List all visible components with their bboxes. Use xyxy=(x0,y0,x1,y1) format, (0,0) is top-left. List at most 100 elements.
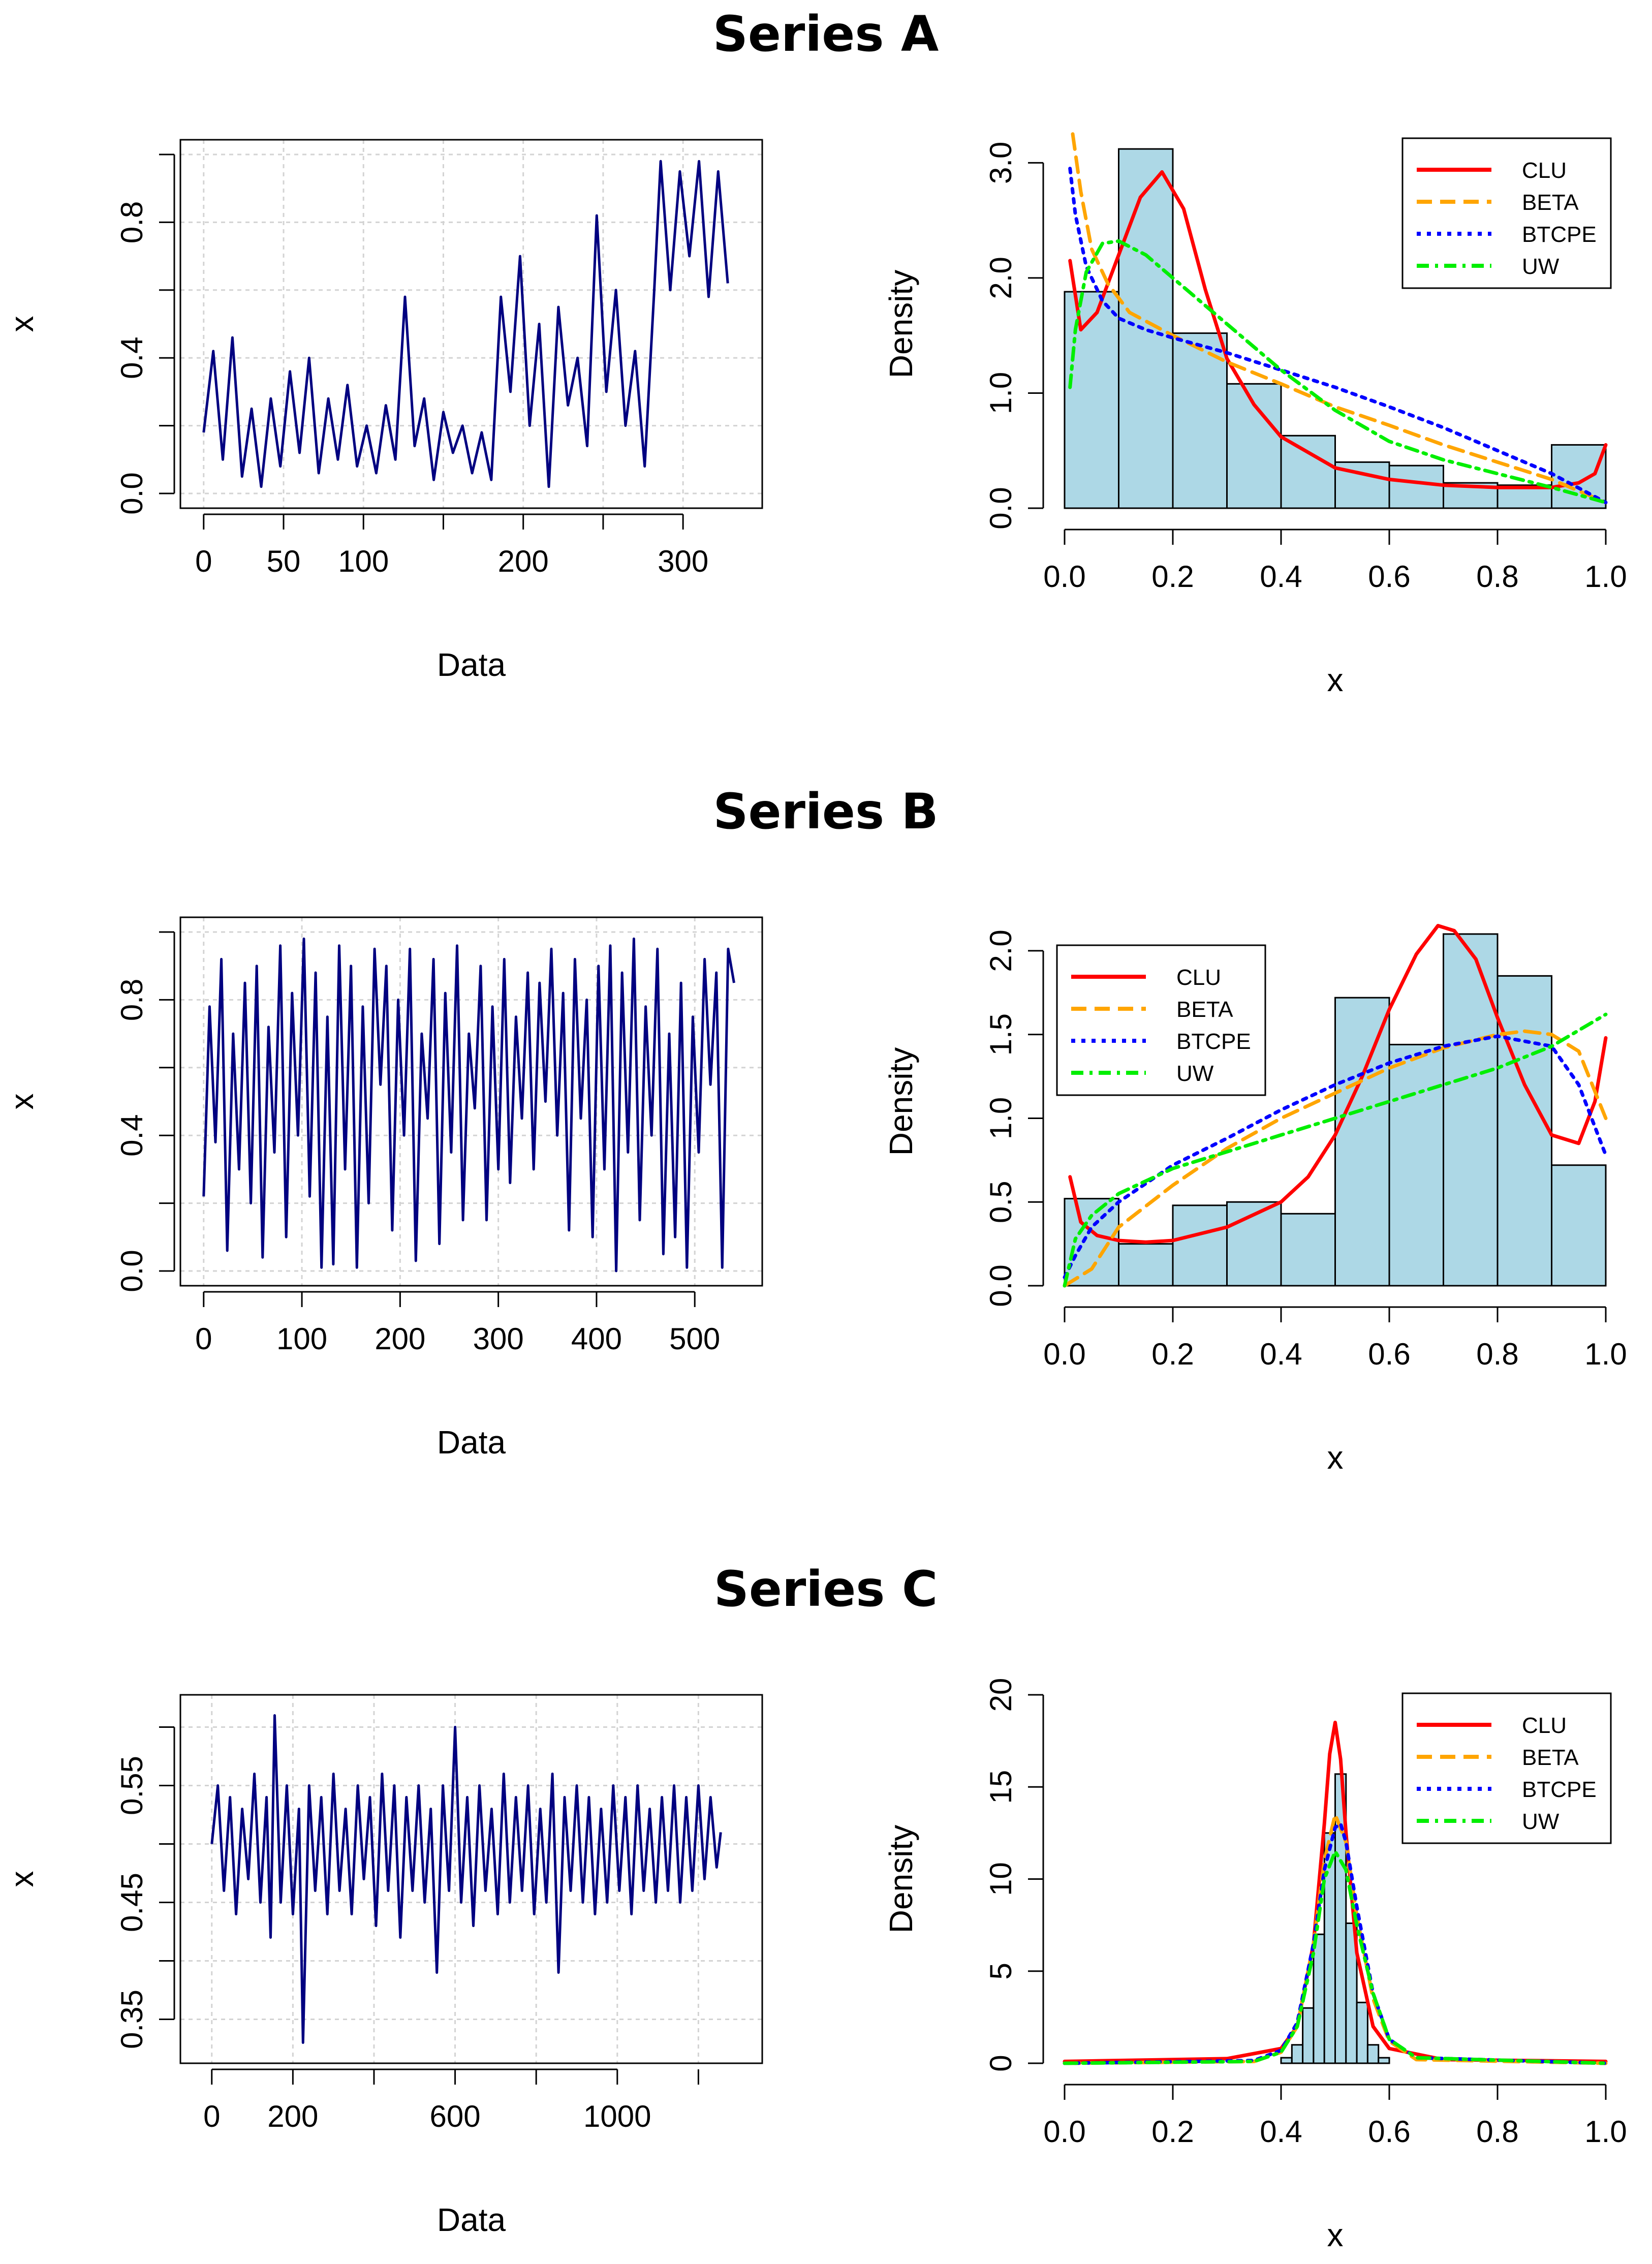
histogram-bar xyxy=(1334,997,1390,1287)
x-tick-label: 0 xyxy=(203,2099,220,2133)
y-axis-title: x xyxy=(4,1871,40,1887)
legend: CLU BETA BTCPE UW xyxy=(1401,1692,1612,1844)
x-tick-label: 0.8 xyxy=(1476,560,1518,594)
x-tick-label: 50 xyxy=(267,544,301,578)
y-tick-label: 1.5 xyxy=(984,1013,1018,1056)
x-axis-title: Data xyxy=(437,2201,506,2238)
x-tick-label: 0 xyxy=(195,1322,212,1356)
histogram-bar xyxy=(1313,1933,1325,2064)
series-b-density-histogram: 0.0 0.2 0.4 0.6 0.8 1.0 0.0 0.5 1.0 1.5 2.0 x Densit… xyxy=(883,924,1627,1476)
x-tick-label: 0.0 xyxy=(1043,2115,1085,2149)
legend-label-beta: BETA xyxy=(1522,1745,1579,1770)
x-axis-title: Data xyxy=(437,646,506,683)
legend-label-clu: CLU xyxy=(1176,965,1221,990)
y-tick-label: 0.0 xyxy=(115,472,149,514)
series-line xyxy=(210,1714,722,2044)
legend-label-uw: UW xyxy=(1522,1809,1560,1834)
y-axis-title: x xyxy=(4,316,40,332)
y-axis-title: Density xyxy=(883,1047,919,1156)
plot-frame xyxy=(179,1694,763,2064)
y-tick-label: 1.0 xyxy=(984,1097,1018,1139)
x-tick-label: 500 xyxy=(669,1322,720,1356)
density-curve-btcpe xyxy=(1068,167,1608,505)
histogram-bar xyxy=(1280,1213,1336,1287)
x-tick-label: 1000 xyxy=(583,2099,651,2133)
x-tick-label: 0.2 xyxy=(1151,1337,1194,1371)
x-tick-label: 300 xyxy=(658,544,708,578)
series-line xyxy=(202,937,735,1273)
x-axis-title: x xyxy=(1327,662,1344,698)
x-tick-label: 100 xyxy=(338,544,389,578)
x-tick-label: 600 xyxy=(430,2099,481,2133)
legend-label-uw: UW xyxy=(1522,254,1560,279)
density-curve-clu xyxy=(1068,924,1608,1244)
histogram-bar xyxy=(1345,1922,1358,2064)
y-tick-label: 0.4 xyxy=(115,336,149,379)
histogram-bar xyxy=(1172,1204,1228,1287)
x-tick-label: 0.0 xyxy=(1043,560,1085,594)
plot-frame xyxy=(179,916,763,1287)
y-tick-label: 0.8 xyxy=(115,201,149,243)
legend-label-beta: BETA xyxy=(1176,997,1233,1022)
density-curve-uw xyxy=(1068,239,1608,505)
histogram-bar xyxy=(1302,2007,1315,2064)
y-tick-label: 0.0 xyxy=(984,1264,1018,1307)
x-tick-label: 0.4 xyxy=(1260,560,1302,594)
y-axis-title: x xyxy=(4,1094,40,1110)
y-tick-label: 0.0 xyxy=(115,1250,149,1292)
histogram-bar xyxy=(1366,2044,1380,2064)
histogram-bar xyxy=(1388,1043,1444,1287)
x-tick-label: 100 xyxy=(276,1322,327,1356)
x-tick-label: 0.8 xyxy=(1476,2115,1518,2149)
series-b-title: Series B xyxy=(713,783,938,840)
density-curve-clu xyxy=(1068,170,1608,489)
x-axis-title: Data xyxy=(437,1424,506,1461)
x-tick-label: 1.0 xyxy=(1584,2115,1627,2149)
histogram-bar xyxy=(1064,291,1119,509)
density-curve-beta xyxy=(1071,132,1608,505)
x-axis-title: x xyxy=(1327,1439,1344,1476)
y-tick-label: 10 xyxy=(984,1862,1018,1896)
y-tick-label: 1.0 xyxy=(984,372,1018,414)
y-tick-label: 0.55 xyxy=(115,1756,149,1815)
y-tick-label: 0.4 xyxy=(115,1114,149,1156)
x-tick-label: 1.0 xyxy=(1584,560,1627,594)
legend-label-clu: CLU xyxy=(1522,1713,1567,1738)
x-tick-label: 0.2 xyxy=(1151,560,1194,594)
x-tick-label: 0 xyxy=(195,544,212,578)
x-axis-title: x xyxy=(1327,2217,1344,2253)
y-axis-title: Density xyxy=(883,270,919,378)
legend-label-beta: BETA xyxy=(1522,190,1579,215)
legend-box xyxy=(1401,137,1612,289)
legend-label-btcpe: BTCPE xyxy=(1176,1029,1251,1054)
series-b-time-series-plot: 0 100 200 300 400 500 0.0 0.4 0.8 Data x xyxy=(4,916,763,1461)
x-tick-label: 200 xyxy=(498,544,549,578)
density-curve-uw xyxy=(1063,1849,1608,2065)
histogram-bar xyxy=(1378,2057,1390,2064)
x-tick-label: 400 xyxy=(571,1322,622,1356)
series-a-title: Series A xyxy=(713,6,939,63)
legend: CLU BETA BTCPE UW xyxy=(1056,944,1266,1096)
y-tick-label: 0.0 xyxy=(984,487,1018,529)
legend-label-btcpe: BTCPE xyxy=(1522,222,1597,247)
x-tick-label: 0.8 xyxy=(1476,1337,1518,1371)
x-tick-label: 0.4 xyxy=(1260,1337,1302,1371)
legend: CLU BETA BTCPE UW xyxy=(1401,137,1612,289)
legend-label-clu: CLU xyxy=(1522,158,1567,183)
legend-box xyxy=(1056,944,1266,1096)
y-axis-title: Density xyxy=(883,1825,919,1933)
histogram-bar xyxy=(1118,148,1174,509)
histogram-bar xyxy=(1118,1243,1174,1287)
histogram-bar xyxy=(1388,464,1444,509)
density-curve-uw xyxy=(1063,1012,1608,1288)
y-tick-label: 15 xyxy=(984,1770,1018,1804)
density-curve-beta xyxy=(1063,1029,1608,1288)
series-c-time-series-plot: 0 200 600 1000 0.35 0.45 0.55 Data x xyxy=(4,1694,763,2238)
histogram-bar xyxy=(1291,2044,1304,2064)
y-tick-label: 0.35 xyxy=(115,1990,149,2049)
x-tick-label: 0.6 xyxy=(1368,560,1410,594)
y-tick-label: 0 xyxy=(984,2055,1018,2071)
legend-label-uw: UW xyxy=(1176,1061,1214,1086)
histogram-bar xyxy=(1497,975,1552,1287)
